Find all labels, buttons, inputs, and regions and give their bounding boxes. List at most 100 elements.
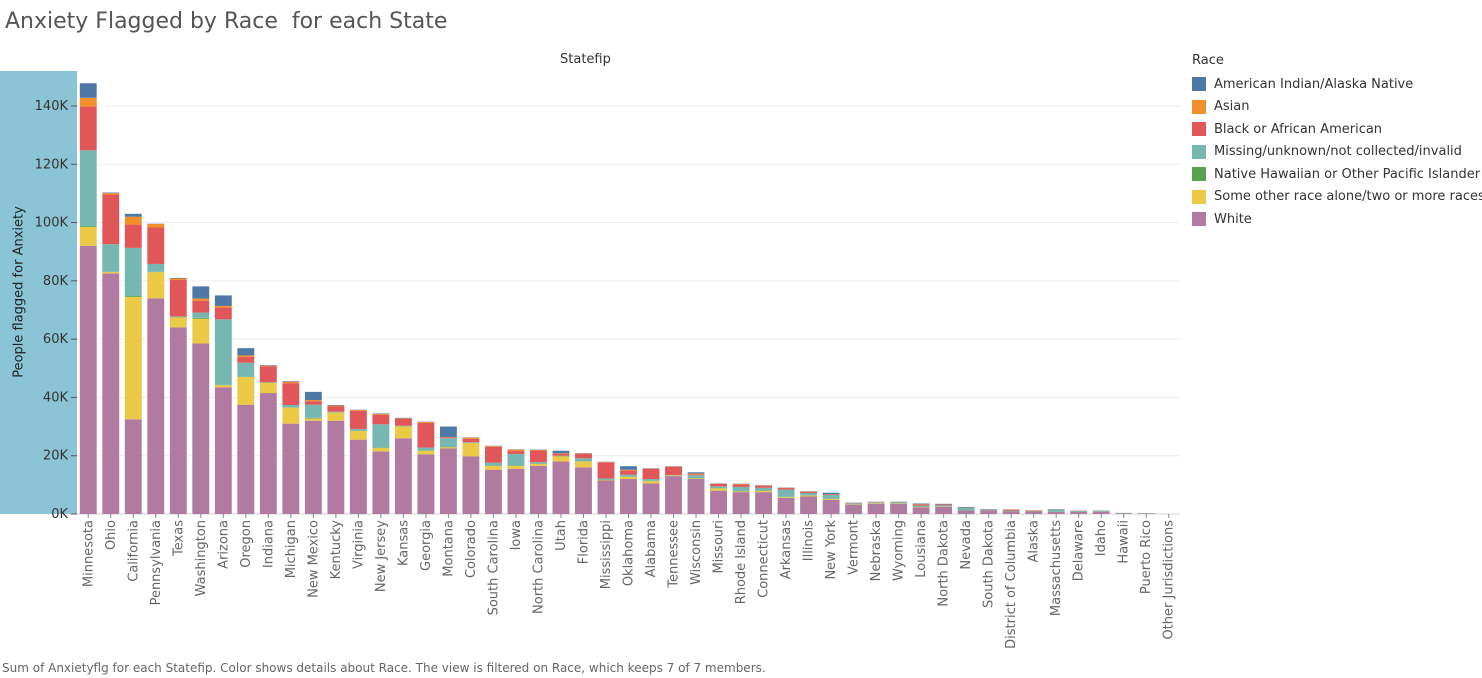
bar-segment — [777, 488, 795, 490]
bar-segment — [822, 492, 840, 495]
chart-title: Anxiety Flagged by Race for each State — [5, 9, 448, 34]
legend-item-other-race[interactable]: Some other race alone/two or more races — [1192, 186, 1482, 209]
bar-segment — [1047, 509, 1065, 512]
bar-segment — [620, 466, 637, 470]
bar-segment — [439, 437, 457, 439]
x-tick-label: Florida — [576, 520, 591, 564]
bar-segment — [552, 456, 570, 462]
bar-segment — [777, 497, 795, 514]
bar-segment — [732, 486, 750, 491]
bar-segment — [1115, 513, 1133, 514]
x-tick-label: Indiana — [261, 520, 276, 568]
bar-segment — [147, 272, 165, 299]
bar-segment — [147, 298, 165, 514]
legend-item-missing[interactable]: Missing/unknown/not collected/invalid — [1192, 141, 1482, 164]
bar-segment — [394, 418, 412, 426]
bar-segment — [79, 150, 97, 227]
bar-segment — [822, 495, 840, 499]
bar-segment — [327, 406, 345, 412]
legend-item-native-hawaiian[interactable]: Native Hawaiian or Other Pacific Islande… — [1192, 163, 1482, 186]
bar-segment — [259, 382, 277, 394]
bar-segment — [282, 404, 300, 408]
bar-segment — [79, 245, 97, 515]
bar-segment — [912, 507, 930, 514]
legend: Race American Indian/Alaska Native Asian… — [1192, 53, 1482, 231]
legend-label: Missing/unknown/not collected/invalid — [1214, 144, 1462, 160]
bar-segment — [124, 224, 142, 248]
bar-segment — [800, 493, 818, 496]
bar-segment — [755, 485, 773, 488]
bar-segment — [575, 467, 592, 514]
bar-segment — [1137, 513, 1155, 514]
y-tick-label: 120K — [35, 157, 69, 172]
bar-segment — [867, 502, 885, 504]
legend-swatch — [1192, 144, 1206, 159]
bar-segment — [102, 193, 120, 195]
bar-segment — [957, 507, 975, 511]
bar-segment — [1002, 509, 1020, 511]
legend-item-american-indian[interactable]: American Indian/Alaska Native — [1192, 73, 1482, 96]
bar-segment — [710, 490, 727, 514]
bar-segment — [755, 487, 773, 491]
bar-segment — [642, 481, 660, 484]
x-tick-label: Arizona — [216, 520, 231, 569]
bar-segment — [327, 420, 345, 514]
bar-segment — [935, 503, 953, 505]
legend-item-asian[interactable]: Asian — [1192, 96, 1482, 119]
bar-segment — [304, 400, 322, 402]
bar-segment — [124, 295, 142, 297]
bar-segment — [597, 479, 615, 481]
bar-segment — [597, 480, 615, 514]
bar-segment — [259, 365, 277, 366]
bar-segment — [1002, 511, 1020, 514]
x-tick-label: North Dakota — [937, 520, 952, 607]
bar-segment — [620, 470, 637, 475]
x-tick-label: Kansas — [396, 520, 411, 566]
bar-segment — [687, 473, 705, 475]
legend-swatch — [1192, 77, 1206, 92]
bar-segment — [755, 490, 773, 493]
bar-segment — [1070, 511, 1088, 514]
bar-segment — [530, 465, 547, 514]
y-tick-label: 40K — [43, 390, 69, 405]
x-tick-label: Arkansas — [779, 520, 794, 579]
x-tick-label: California — [126, 520, 141, 582]
bar-segment — [102, 244, 120, 272]
x-tick-label: New Jersey — [374, 520, 389, 592]
bar-segment — [462, 437, 480, 439]
bar-segment — [484, 465, 502, 470]
bar-segment — [575, 458, 592, 462]
bar-segment — [462, 438, 480, 443]
bar-segment — [417, 421, 435, 423]
y-axis-highlight-band — [0, 71, 77, 514]
bar-segment — [192, 300, 210, 313]
bar-segment — [552, 461, 570, 514]
bar-segment — [417, 450, 435, 455]
bar-segment — [867, 503, 885, 514]
bar-segment — [372, 447, 390, 452]
bar-segment — [845, 503, 863, 505]
bar-segment — [394, 438, 412, 514]
bar-segment — [102, 194, 120, 245]
bar-segment — [102, 273, 120, 514]
bar-segment — [1092, 511, 1110, 514]
x-tick-label: Montana — [441, 520, 456, 577]
legend-item-black[interactable]: Black or African American — [1192, 118, 1482, 141]
legend-item-white[interactable]: White — [1192, 208, 1482, 231]
bar-segment — [439, 448, 457, 514]
bar-segment — [439, 438, 457, 447]
bar-segment — [394, 426, 412, 439]
legend-label: Some other race alone/two or more races — [1214, 189, 1482, 205]
bar-segment — [935, 506, 953, 514]
x-tick-label: Utah — [554, 520, 569, 551]
bar-segment — [79, 83, 97, 98]
x-tick-label: Massachusetts — [1049, 520, 1064, 616]
bar-segment — [304, 417, 322, 419]
bar-segment — [777, 497, 795, 498]
bar-segment — [642, 468, 660, 480]
legend-label: Asian — [1214, 99, 1250, 115]
bar-segment — [349, 439, 367, 514]
bar-segment — [552, 450, 570, 454]
x-tick-label: New York — [824, 520, 839, 580]
bar-segment — [147, 263, 165, 272]
